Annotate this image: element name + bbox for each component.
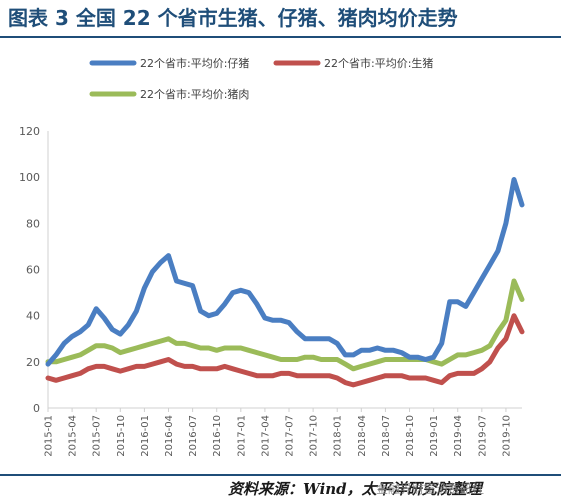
watermark: 金融界财富消费研社 bbox=[376, 482, 485, 496]
chart-title: 图表 3 全国 22 个省市生猪、仔猪、猪肉均价走势 bbox=[8, 6, 458, 30]
y-tick-label: 100 bbox=[19, 171, 40, 184]
x-tick-label: 2018-07 bbox=[381, 415, 392, 457]
x-tick-label: 2015-07 bbox=[92, 415, 103, 457]
legend-label-hog: 22个省市:平均价:生猪 bbox=[324, 56, 433, 70]
x-tick-label: 2017-04 bbox=[260, 415, 271, 457]
y-tick-label: 0 bbox=[33, 402, 40, 415]
title-divider bbox=[0, 36, 561, 38]
y-tick-label: 20 bbox=[26, 356, 40, 369]
x-axis: 2015-01 2015-04 2015-07 2015-10 2016-01 2016-… bbox=[44, 407, 522, 457]
y-tick-label: 40 bbox=[26, 310, 40, 323]
source-note: 资料来源：Wind，太平洋研究院整理 bbox=[228, 480, 482, 498]
x-tick-label: 2017-10 bbox=[309, 415, 320, 457]
x-tick-label: 2017-01 bbox=[236, 415, 247, 457]
legend-label-piglet: 22个省市:平均价:仔猪 bbox=[140, 56, 249, 70]
x-tick-label: 2019-01 bbox=[429, 415, 440, 457]
legend: 22个省市:平均价:仔猪 22个省市:平均价:生猪 22个省市:平均价:猪肉 bbox=[89, 56, 433, 101]
series-line-pork bbox=[45, 278, 525, 372]
footer-divider bbox=[0, 474, 561, 476]
y-tick-label: 120 bbox=[19, 125, 40, 138]
x-tick-label: 2019-10 bbox=[501, 415, 512, 457]
series-line-piglet bbox=[45, 177, 525, 367]
x-tick-label: 2017-07 bbox=[285, 415, 296, 457]
x-tick-label: 2018-04 bbox=[357, 415, 368, 457]
x-tick-label: 2018-10 bbox=[405, 415, 416, 457]
y-tick-label: 80 bbox=[26, 217, 40, 230]
x-tick-label: 2016-10 bbox=[212, 415, 223, 457]
series-line-hog bbox=[45, 313, 525, 388]
x-tick-label: 2019-04 bbox=[453, 415, 464, 457]
line-chart: 22个省市:平均价:仔猪 22个省市:平均价:生猪 22个省市:平均价:猪肉 0 20… bbox=[19, 56, 525, 457]
x-tick-label: 2015-01 bbox=[44, 415, 55, 457]
x-tick-label: 2016-07 bbox=[188, 415, 199, 457]
x-tick-label: 2018-01 bbox=[333, 415, 344, 457]
x-tick-label: 2019-07 bbox=[477, 415, 488, 457]
y-tick-label: 60 bbox=[26, 264, 40, 277]
x-tick-label: 2015-04 bbox=[68, 415, 79, 457]
legend-label-pork: 22个省市:平均价:猪肉 bbox=[140, 87, 249, 101]
x-tick-label: 2016-01 bbox=[140, 415, 151, 457]
y-axis: 0 20 40 60 80 100 120 bbox=[19, 125, 49, 415]
x-tick-label: 2015-10 bbox=[116, 415, 127, 457]
x-tick-label: 2016-04 bbox=[164, 415, 175, 457]
plot-area bbox=[45, 177, 525, 388]
